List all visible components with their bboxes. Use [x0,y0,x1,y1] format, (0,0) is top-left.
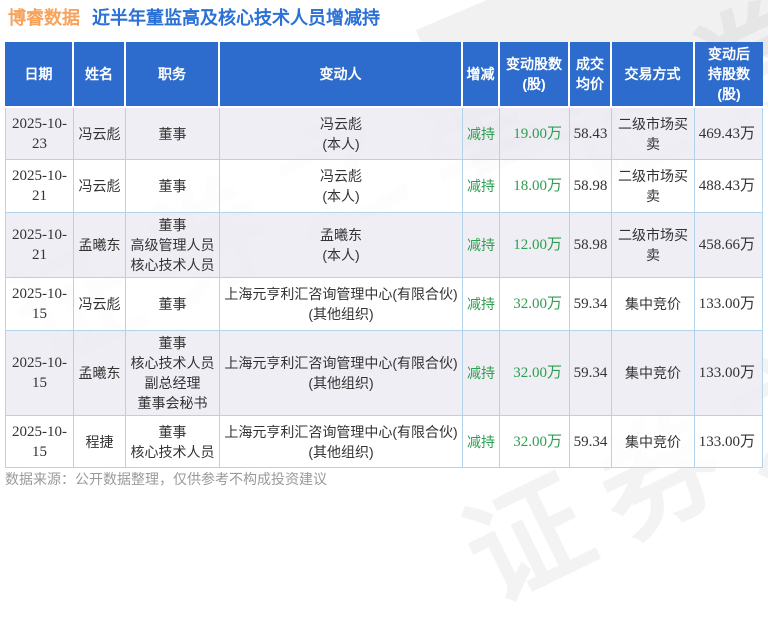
cell-changer: 孟曦东 (本人) [220,213,463,278]
cell-direction: 减持 [463,160,500,213]
cell-position: 董事 高级管理人员 核心技术人员 [126,213,220,278]
cell-shares: 18.00万 [500,160,570,213]
cell-changer: 上海元亨利汇咨询管理中心(有限合伙) (其他组织) [220,278,463,331]
col-header-position: 职务 [126,42,220,108]
holdings-change-table: 日期 姓名 职务 变动人 增减 变动股数 (股) 成交 均价 交易方式 变动后 … [5,42,763,468]
col-header-date: 日期 [5,42,74,108]
cell-method: 集中竞价 [612,331,695,416]
cell-direction: 减持 [463,331,500,416]
cell-name: 冯云彪 [74,160,126,213]
cell-avg-price: 59.34 [570,331,612,416]
cell-date: 2025-10-15 [5,416,74,468]
cell-date: 2025-10-21 [5,160,74,213]
cell-date: 2025-10-15 [5,331,74,416]
cell-date: 2025-10-15 [5,278,74,331]
cell-changer: 冯云彪 (本人) [220,160,463,213]
cell-avg-price: 58.98 [570,213,612,278]
cell-changer: 上海元亨利汇咨询管理中心(有限合伙) (其他组织) [220,416,463,468]
col-header-name: 姓名 [74,42,126,108]
col-header-direction: 增减 [463,42,500,108]
cell-shares: 12.00万 [500,213,570,278]
col-header-shares: 变动股数 (股) [500,42,570,108]
cell-direction: 减持 [463,278,500,331]
cell-position: 董事 核心技术人员 [126,416,220,468]
table-row: 2025-10-23 冯云彪 董事 冯云彪 (本人) 减持 19.00万 58.… [5,108,763,160]
col-header-method: 交易方式 [612,42,695,108]
cell-direction: 减持 [463,213,500,278]
data-source-note: 数据来源：公开数据整理，仅供参考不构成投资建议 [5,471,327,487]
cell-changer: 上海元亨利汇咨询管理中心(有限合伙) (其他组织) [220,331,463,416]
cell-position: 董事 [126,108,220,160]
page-title: 博睿数据 近半年董监高及核心技术人员增减持 [8,4,380,30]
cell-shares: 32.00万 [500,278,570,331]
cell-position: 董事 [126,160,220,213]
cell-after: 488.43万 [695,160,763,213]
cell-name: 孟曦东 [74,213,126,278]
table-row: 2025-10-15 冯云彪 董事 上海元亨利汇咨询管理中心(有限合伙) (其他… [5,278,763,331]
cell-shares: 32.00万 [500,416,570,468]
cell-method: 二级市场买卖 [612,160,695,213]
cell-after: 469.43万 [695,108,763,160]
cell-shares: 19.00万 [500,108,570,160]
cell-date: 2025-10-21 [5,213,74,278]
cell-changer: 冯云彪 (本人) [220,108,463,160]
cell-shares: 32.00万 [500,331,570,416]
table-row: 2025-10-15 孟曦东 董事 核心技术人员 副总经理 董事会秘书 上海元亨… [5,331,763,416]
cell-name: 程捷 [74,416,126,468]
cell-after: 133.00万 [695,416,763,468]
cell-avg-price: 58.98 [570,160,612,213]
table-row: 2025-10-15 程捷 董事 核心技术人员 上海元亨利汇咨询管理中心(有限合… [5,416,763,468]
cell-after: 133.00万 [695,331,763,416]
cell-position: 董事 [126,278,220,331]
cell-after: 133.00万 [695,278,763,331]
cell-name: 孟曦东 [74,331,126,416]
title-text: 近半年董监高及核心技术人员增减持 [92,8,380,28]
cell-after: 458.66万 [695,213,763,278]
cell-method: 二级市场买卖 [612,108,695,160]
col-header-changer: 变动人 [220,42,463,108]
cell-method: 二级市场买卖 [612,213,695,278]
table-row: 2025-10-21 冯云彪 董事 冯云彪 (本人) 减持 18.00万 58.… [5,160,763,213]
cell-direction: 减持 [463,108,500,160]
cell-avg-price: 59.34 [570,278,612,331]
col-header-avg-price: 成交 均价 [570,42,612,108]
cell-name: 冯云彪 [74,278,126,331]
stock-name: 博睿数据 [8,8,80,28]
cell-method: 集中竞价 [612,278,695,331]
cell-avg-price: 58.43 [570,108,612,160]
cell-position: 董事 核心技术人员 副总经理 董事会秘书 [126,331,220,416]
table-row: 2025-10-21 孟曦东 董事 高级管理人员 核心技术人员 孟曦东 (本人)… [5,213,763,278]
cell-method: 集中竞价 [612,416,695,468]
cell-name: 冯云彪 [74,108,126,160]
cell-direction: 减持 [463,416,500,468]
cell-date: 2025-10-23 [5,108,74,160]
col-header-after: 变动后 持股数 (股) [695,42,763,108]
cell-avg-price: 59.34 [570,416,612,468]
header-row: 日期 姓名 职务 变动人 增减 变动股数 (股) 成交 均价 交易方式 变动后 … [5,42,763,108]
